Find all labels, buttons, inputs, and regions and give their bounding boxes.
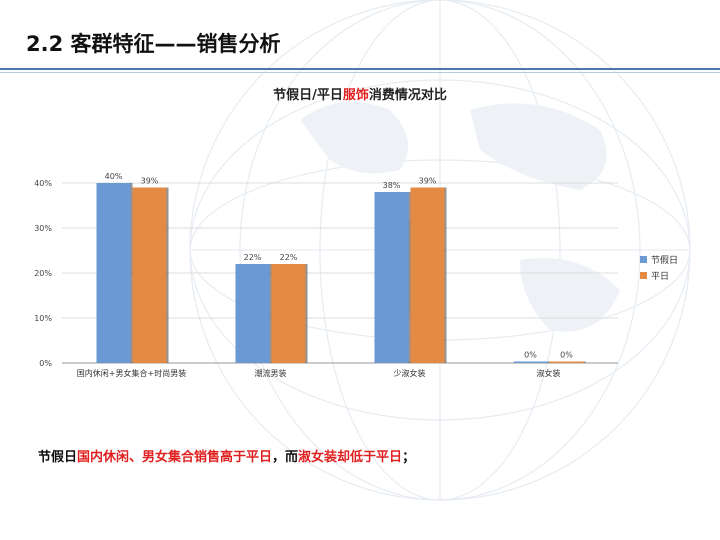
y-tick-label: 0% <box>39 359 52 368</box>
y-tick-label: 30% <box>34 224 52 233</box>
y-tick-label: 40% <box>34 179 52 188</box>
bar-shadow <box>547 361 550 363</box>
footnote-part1: 节假日 <box>38 450 78 465</box>
legend-swatch <box>640 272 647 279</box>
data-label: 39% <box>419 177 437 186</box>
bar-shadow <box>444 187 447 363</box>
chart-title-highlight: 服饰 <box>342 88 369 103</box>
category-label: 国内休闲+男女集合+时尚男装 <box>77 368 186 378</box>
bar <box>132 187 167 363</box>
data-label: 22% <box>244 253 262 262</box>
footnote: 节假日国内休闲、男女集合销售高于平日，而淑女装却低于平日； <box>38 446 415 465</box>
bar <box>374 192 409 363</box>
bar-shadow <box>130 183 133 363</box>
footnote-part4: 淑女装却低于平日 <box>298 450 403 465</box>
chart-title-suffix: 消费情况对比 <box>368 88 447 103</box>
bar <box>96 183 131 363</box>
bar-shadow <box>166 187 169 363</box>
data-label: 40% <box>105 172 123 181</box>
bar-shadow <box>269 264 272 363</box>
data-label: 0% <box>524 351 537 360</box>
data-label: 39% <box>141 177 159 186</box>
title-divider <box>0 68 720 70</box>
bar-shadow <box>583 361 586 363</box>
chart-title-prefix: 节假日/平日 <box>273 88 343 103</box>
legend-label: 平日 <box>651 271 669 282</box>
category-label: 潮流男装 <box>255 368 287 378</box>
bar <box>549 361 584 363</box>
legend-swatch <box>640 256 647 263</box>
data-label: 22% <box>280 253 298 262</box>
page-title: 2.2 客群特征——销售分析 <box>26 32 281 56</box>
bar <box>235 264 270 363</box>
category-label: 淑女装 <box>537 368 561 378</box>
data-label: 38% <box>383 181 401 190</box>
bar-shadow <box>408 192 411 363</box>
y-tick-label: 10% <box>34 314 52 323</box>
bar-shadow <box>305 264 308 363</box>
data-label: 0% <box>560 351 573 360</box>
bar <box>513 361 548 363</box>
bar <box>271 264 306 363</box>
legend-label: 节假日 <box>651 255 678 266</box>
bar <box>410 187 445 363</box>
footnote-part3: ，而 <box>272 450 299 465</box>
footnote-part2: 国内休闲、男女集合销售高于平日 <box>77 450 273 465</box>
category-label: 少淑女装 <box>394 368 426 378</box>
chart-title: 节假日/平日服饰消费情况对比 <box>0 84 720 103</box>
title-divider-thin <box>0 72 720 73</box>
y-tick-label: 20% <box>34 269 52 278</box>
footnote-part5: ； <box>402 450 416 465</box>
